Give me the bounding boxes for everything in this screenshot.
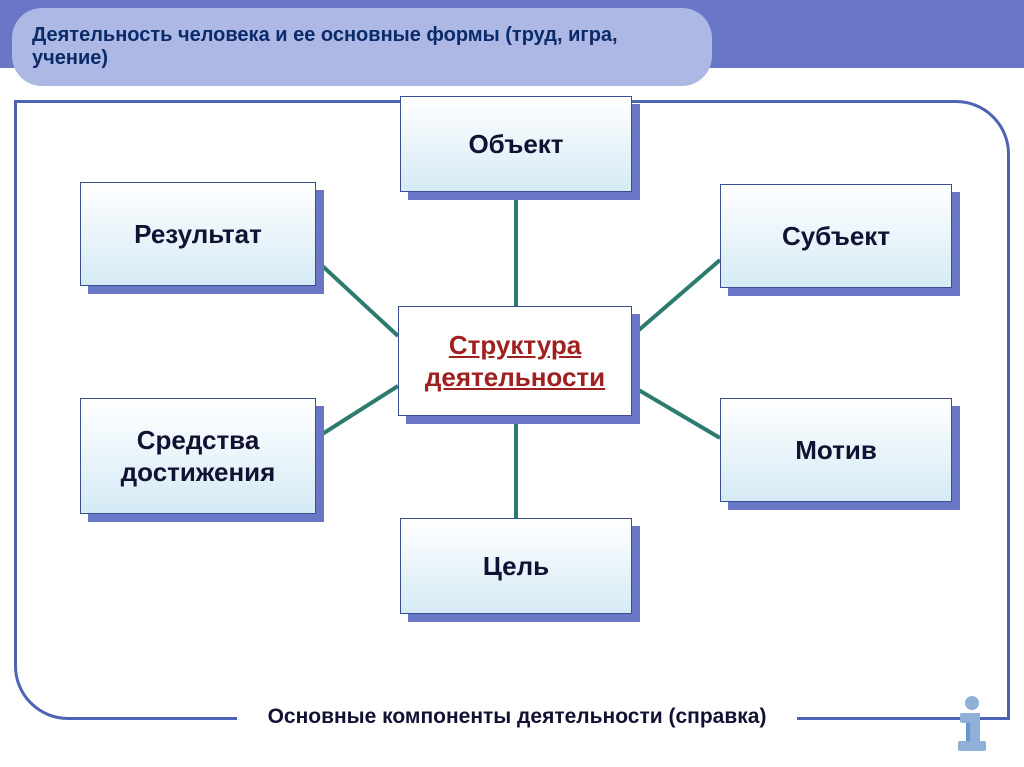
node-label: Результат [134,218,262,251]
node-left1: Результат [80,182,316,286]
node-label: Объект [468,128,563,161]
node-label: Субъект [782,220,890,253]
header-bar: Деятельность человека и ее основные форм… [0,0,1024,68]
diagram-edge [316,386,398,438]
node-center: Структура деятельности [398,306,632,416]
node-right2: Мотив [720,398,952,502]
node-label: Структура деятельности [399,329,631,394]
node-right1: Субъект [720,184,952,288]
node-label: Средства достижения [81,424,315,489]
diagram-edge [632,386,720,438]
info-icon[interactable] [944,695,1000,751]
diagram-edge [632,260,720,336]
page-title-text: Деятельность человека и ее основные форм… [32,24,618,69]
diagram-edge [316,260,398,336]
diagram: Структура деятельности Объект Цель Результа… [0,68,1024,708]
node-bottom: Цель [400,518,632,614]
caption-text: Основные компоненты деятельности (справк… [268,705,767,728]
node-label: Мотив [795,434,877,467]
node-label: Цель [483,550,549,583]
node-left2: Средства достижения [80,398,316,514]
node-top: Объект [400,96,632,192]
